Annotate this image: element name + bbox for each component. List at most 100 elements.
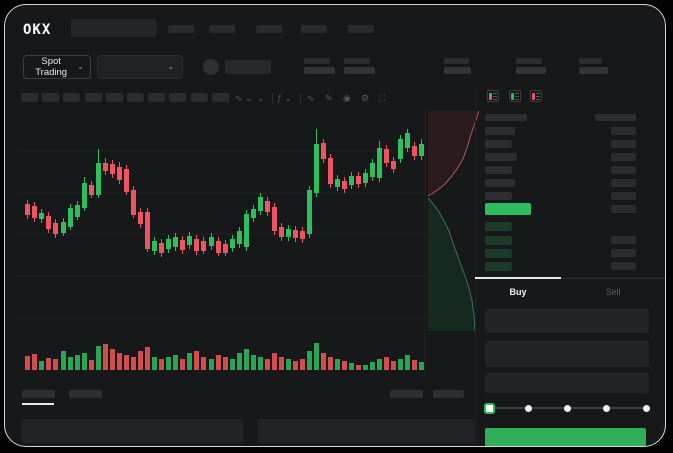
- tab-sell[interactable]: Sell: [605, 287, 621, 297]
- fullscreen-icon[interactable]: ⛶: [379, 93, 386, 103]
- order-input-placeholder[interactable]: [485, 373, 649, 393]
- chevron-down-icon: ⌄: [167, 62, 174, 71]
- chevron-down-icon: ⌄: [77, 62, 84, 71]
- orders-panel-placeholder: [22, 419, 243, 443]
- symbol-toolbar: Spot Trading ⌄ ⌄: [5, 51, 608, 85]
- coin-icon: [203, 59, 219, 75]
- bid-price-placeholder[interactable]: [485, 236, 512, 245]
- active-tab-indicator: [475, 277, 561, 279]
- chart-toolbar: | ∿ ⌄ ⌄ | ƒ ⌄ | ∿ ✎ ◉ ⚙ ⛶: [5, 87, 475, 107]
- stat-label-placeholder: [344, 58, 370, 64]
- candle-style-icon[interactable]: ⌄: [257, 93, 265, 103]
- last-price-badge: [485, 203, 531, 215]
- orderbook-sells-icon[interactable]: [530, 90, 542, 102]
- orderbook-buys-icon[interactable]: [509, 90, 521, 102]
- last-price-placeholder: [225, 60, 271, 74]
- indicators-icon[interactable]: ƒ ⌄: [277, 93, 293, 103]
- stat-value-placeholder: [444, 67, 471, 74]
- timeframe-chip-placeholder[interactable]: [21, 93, 38, 102]
- slider-stop[interactable]: [564, 405, 571, 412]
- timeframe-chip-placeholder[interactable]: [148, 93, 165, 102]
- stat-value-placeholder: [516, 67, 546, 74]
- snapshot-icon[interactable]: ◉: [343, 93, 351, 103]
- draw-tool-icon[interactable]: ✎: [325, 93, 333, 103]
- orderbook-both-icon[interactable]: [487, 90, 499, 102]
- panel-divider: [475, 87, 476, 446]
- bottom-action-placeholder[interactable]: [390, 390, 423, 398]
- last-amount-placeholder: [611, 205, 636, 213]
- order-panel: Buy Sell: [475, 85, 665, 446]
- bid-price-placeholder[interactable]: [485, 222, 512, 231]
- bottom-action-placeholder[interactable]: [433, 390, 464, 398]
- tab-divider: [475, 278, 665, 279]
- nav-item-placeholder[interactable]: [301, 25, 327, 33]
- slider-stop[interactable]: [524, 405, 532, 412]
- ask-amount-placeholder: [611, 140, 636, 148]
- nav-item-placeholder[interactable]: [168, 25, 194, 33]
- ask-price-placeholder[interactable]: [485, 153, 517, 161]
- stat-label-placeholder: [304, 58, 330, 64]
- ask-amount-placeholder: [611, 127, 636, 135]
- stat-value-placeholder: [344, 67, 375, 74]
- stat-label-placeholder: [579, 58, 602, 64]
- ask-price-placeholder[interactable]: [485, 192, 512, 200]
- ask-amount-placeholder: [611, 179, 636, 187]
- toolbar-separator: |: [299, 92, 302, 104]
- ask-price-placeholder[interactable]: [485, 127, 515, 135]
- bottom-tab-active[interactable]: [22, 390, 55, 398]
- market-type-label: Spot Trading: [35, 56, 68, 78]
- ask-price-placeholder[interactable]: [485, 166, 512, 174]
- market-type-dropdown[interactable]: Spot Trading ⌄: [23, 55, 91, 79]
- bid-price-placeholder[interactable]: [485, 249, 512, 258]
- timeframe-chip-placeholder[interactable]: [212, 93, 229, 102]
- bottom-section: [5, 383, 475, 446]
- orderbook-header-right: [595, 114, 636, 121]
- top-navbar: OKX: [5, 15, 665, 51]
- ask-amount-placeholder: [611, 153, 636, 161]
- nav-item-placeholder[interactable]: [348, 25, 374, 33]
- ask-amount-placeholder: [611, 192, 636, 200]
- timeframe-chip-placeholder[interactable]: [169, 93, 186, 102]
- timeframe-chip-placeholder[interactable]: [191, 93, 208, 102]
- bid-amount-placeholder: [611, 236, 636, 244]
- okx-logo: OKX: [23, 22, 52, 38]
- history-panel-placeholder: [258, 419, 474, 443]
- timeframe-chip-placeholder[interactable]: [127, 93, 144, 102]
- nav-item-placeholder[interactable]: [209, 25, 235, 33]
- chart-type-icon[interactable]: ∿ ⌄: [235, 93, 253, 103]
- slider-handle[interactable]: [483, 403, 495, 414]
- slider-stop[interactable]: [642, 405, 650, 412]
- slider-stop[interactable]: [603, 405, 611, 412]
- stat-label-placeholder: [444, 58, 469, 64]
- stat-label-placeholder: [516, 58, 542, 64]
- search-input[interactable]: [71, 19, 157, 37]
- pair-dropdown[interactable]: ⌄: [97, 55, 183, 79]
- bid-amount-placeholder: [611, 262, 636, 270]
- bid-amount-placeholder: [611, 249, 636, 257]
- timeframe-chip-placeholder[interactable]: [85, 93, 102, 102]
- tab-buy[interactable]: Buy: [509, 287, 527, 297]
- stat-value-placeholder: [304, 67, 335, 74]
- device-frame: OKX Spot Trading ⌄ ⌄ | ∿ ⌄ ⌄ | ƒ ⌄ | ∿ ✎ ◉ ⚙ ⛶: [4, 4, 666, 447]
- ask-amount-placeholder: [611, 166, 636, 174]
- active-tab-indicator: [22, 403, 54, 405]
- timeframe-chip-placeholder[interactable]: [63, 93, 80, 102]
- ask-price-placeholder[interactable]: [485, 140, 512, 148]
- price-chart[interactable]: [17, 109, 481, 375]
- bottom-tab[interactable]: [69, 390, 102, 398]
- nav-item-placeholder[interactable]: [256, 25, 282, 33]
- stat-value-placeholder: [579, 67, 608, 74]
- settings-icon[interactable]: ⚙: [361, 93, 370, 103]
- order-input-placeholder[interactable]: [485, 309, 649, 333]
- bid-price-placeholder[interactable]: [485, 262, 512, 271]
- toolbar-separator: |: [271, 92, 274, 104]
- line-tool-icon[interactable]: ∿: [307, 93, 315, 103]
- toolbar-separator: |: [227, 92, 230, 104]
- ask-price-placeholder[interactable]: [485, 179, 515, 187]
- order-input-placeholder[interactable]: [485, 341, 649, 367]
- timeframe-chip-placeholder[interactable]: [106, 93, 123, 102]
- timeframe-chip-placeholder[interactable]: [42, 93, 59, 102]
- orderbook-header-left: [485, 114, 527, 121]
- buy-submit-button[interactable]: [485, 428, 646, 446]
